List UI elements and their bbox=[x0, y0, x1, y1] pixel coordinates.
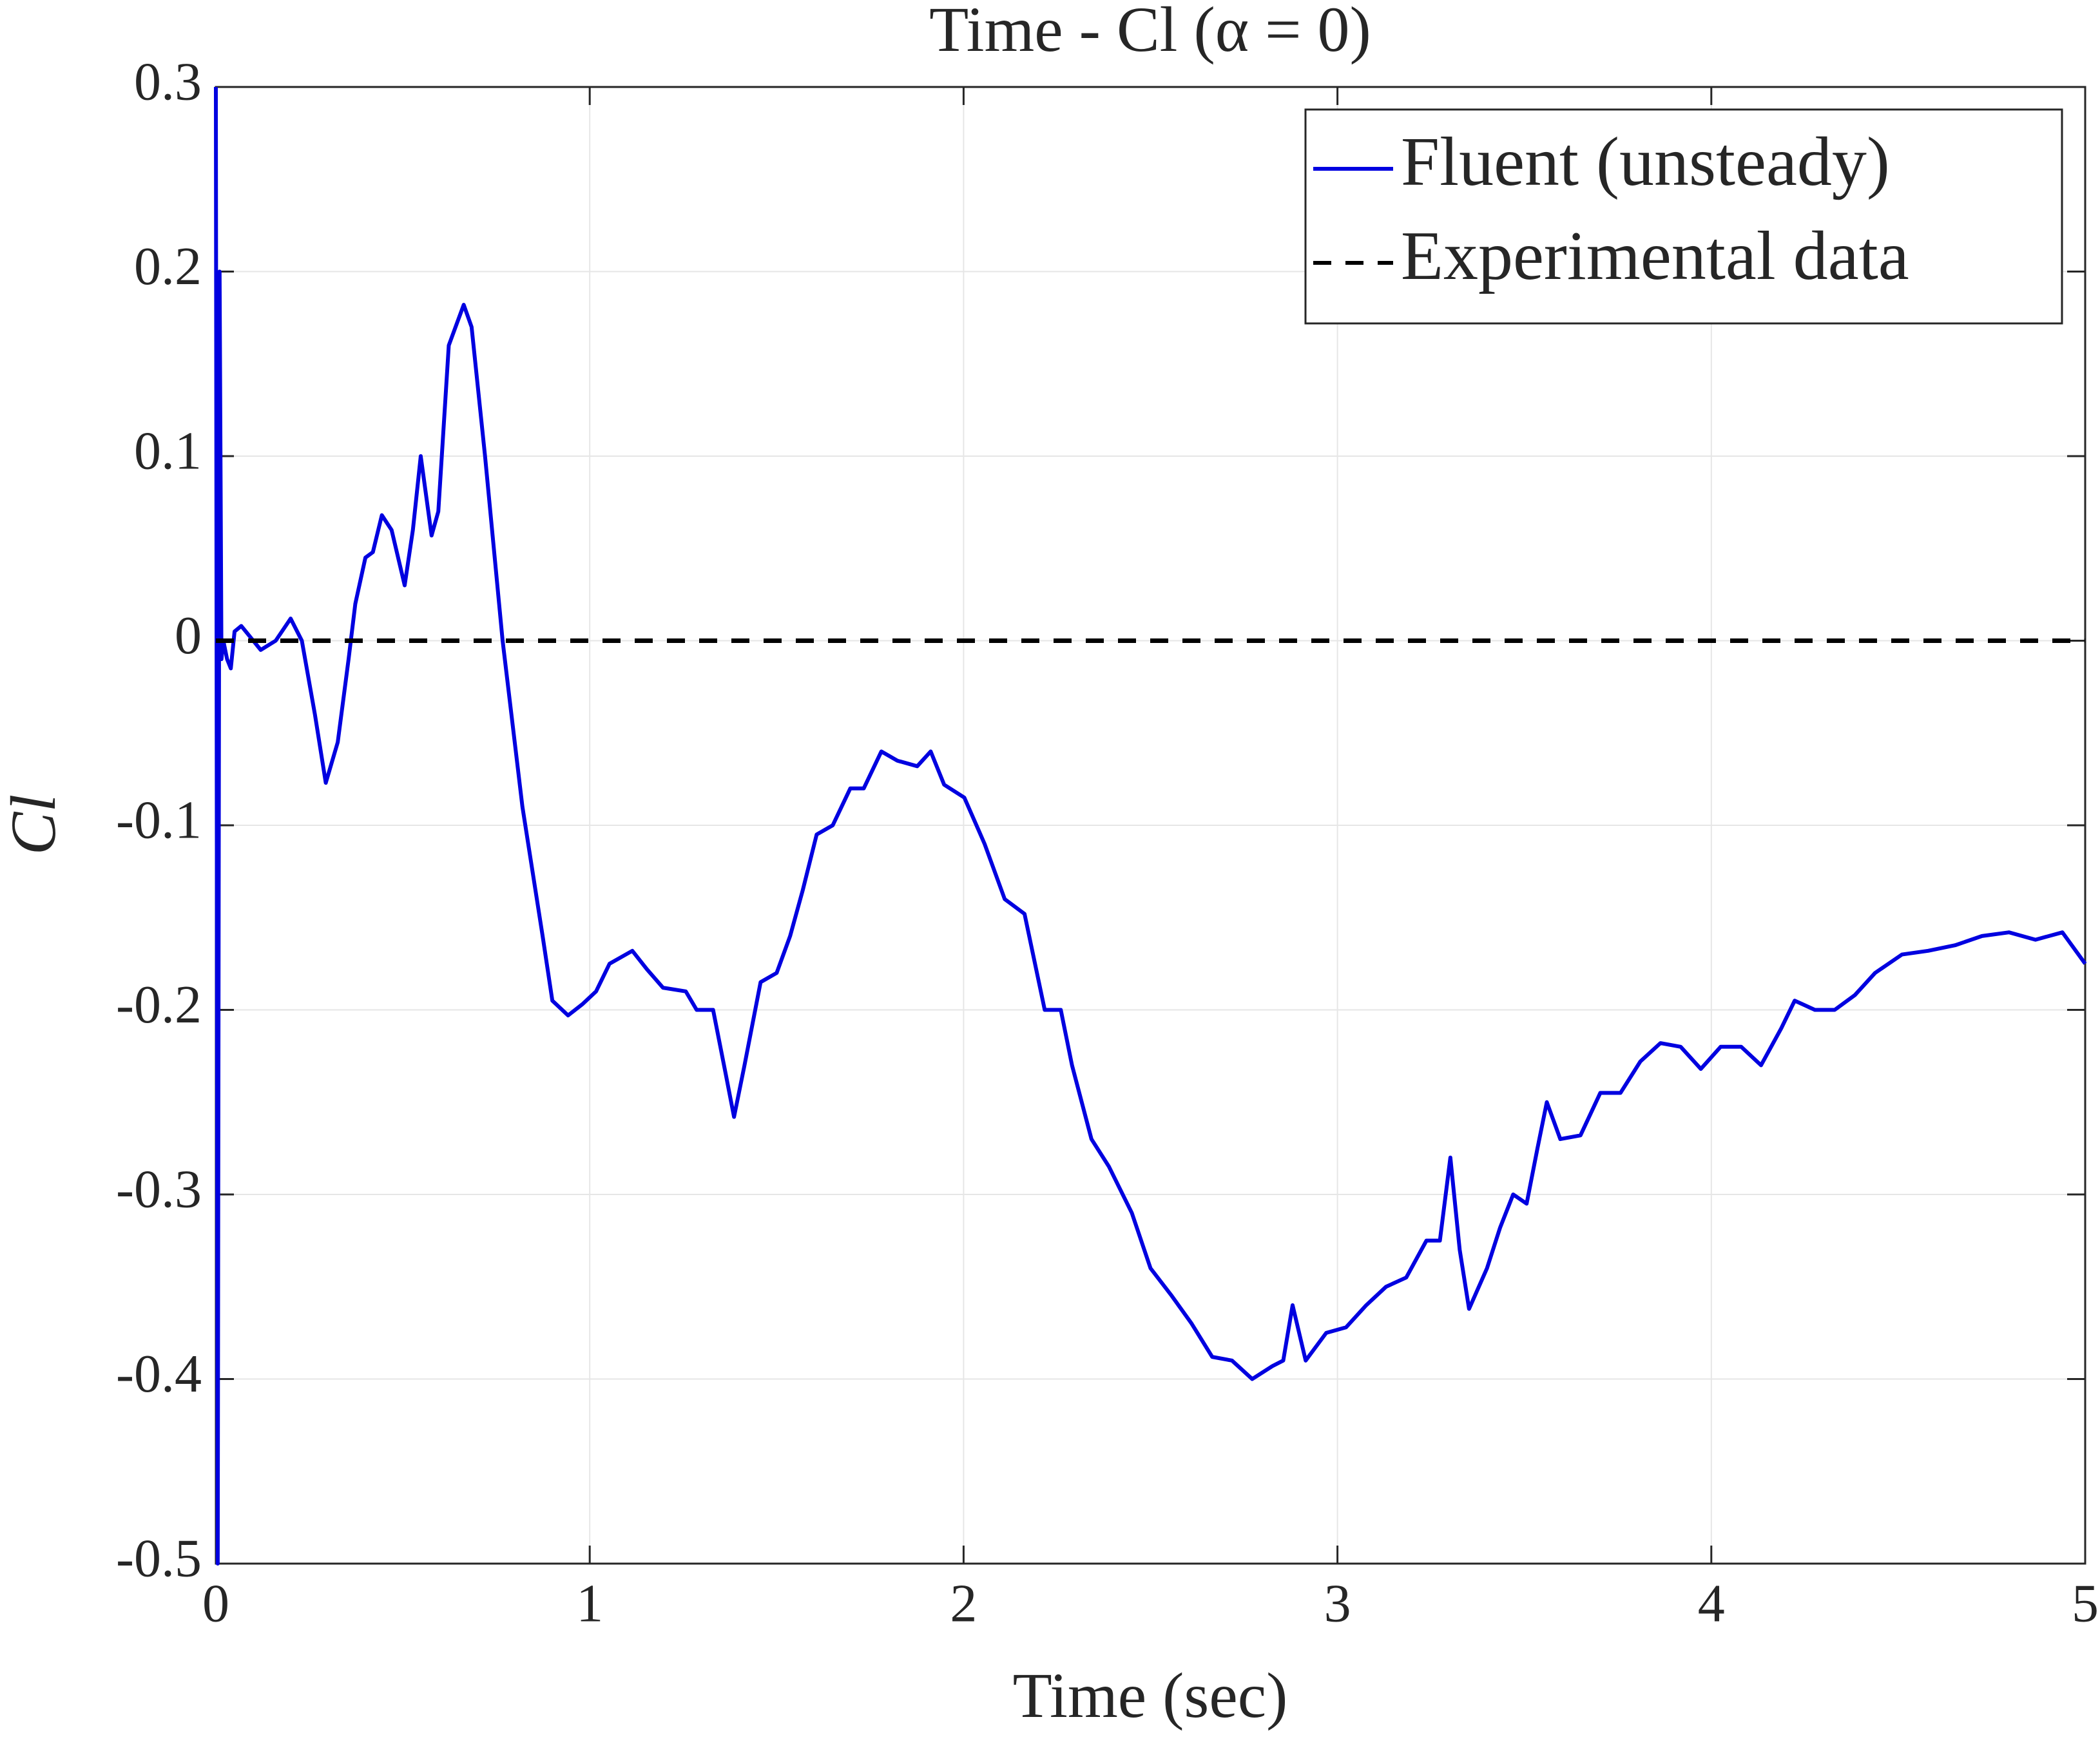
y-tick-label: -0.4 bbox=[116, 1344, 202, 1404]
data-line bbox=[214, 86, 2087, 1566]
y-tick-label: 0 bbox=[175, 606, 202, 666]
y-tick-label: -0.5 bbox=[116, 1528, 202, 1588]
legend-label: Experimental data bbox=[1401, 218, 1909, 294]
x-axis-label: Time (sec) bbox=[1013, 1660, 1288, 1731]
y-tick-label: 0.2 bbox=[134, 236, 202, 296]
y-tick-label: -0.2 bbox=[116, 975, 202, 1035]
x-tick-label: 1 bbox=[576, 1573, 603, 1633]
y-tick-label: 0.1 bbox=[134, 421, 202, 481]
y-tick-label: -0.1 bbox=[116, 790, 202, 850]
x-tick-label: 4 bbox=[1698, 1573, 1725, 1633]
y-axis-label: Cl bbox=[0, 794, 69, 855]
x-tick-label: 0 bbox=[202, 1573, 229, 1633]
x-tick-label: 2 bbox=[950, 1573, 977, 1633]
x-tick-label: 3 bbox=[1324, 1573, 1351, 1633]
y-tick-label: 0.3 bbox=[134, 52, 202, 111]
legend-box bbox=[1304, 108, 2063, 325]
legend-label: Fluent (unsteady) bbox=[1401, 124, 1890, 200]
chart-title: Time - Cl (α = 0) bbox=[929, 0, 1371, 65]
y-tick-label: -0.3 bbox=[116, 1159, 202, 1219]
x-tick-label: 5 bbox=[2072, 1573, 2099, 1633]
